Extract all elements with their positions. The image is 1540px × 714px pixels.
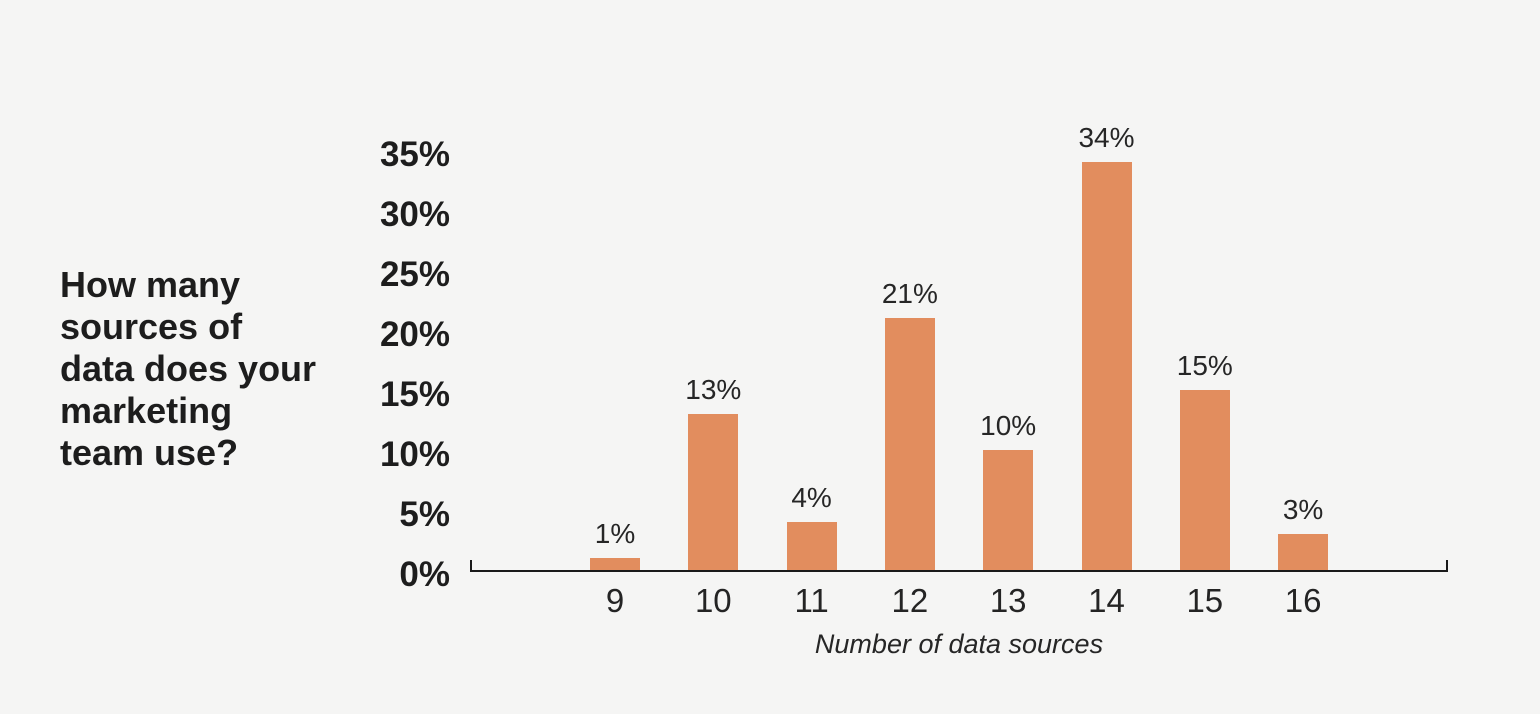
x-tick-label: 16	[1284, 582, 1322, 619]
bar-value-label: 34%	[1078, 122, 1135, 153]
y-tick-label: 30%	[379, 195, 450, 234]
x-tick-label: 11	[794, 582, 829, 619]
y-tick-label: 5%	[399, 495, 450, 534]
x-tick-label: 9	[605, 582, 625, 619]
bar	[1278, 534, 1329, 570]
y-tick-label: 0%	[399, 555, 450, 594]
bar	[590, 558, 640, 570]
bar	[688, 414, 739, 570]
x-tick-label: 13	[989, 582, 1027, 619]
bar	[1179, 390, 1230, 570]
bar	[983, 450, 1034, 570]
axis-end-tick-right	[1446, 560, 1448, 570]
bar	[786, 522, 837, 570]
y-tick-label: 20%	[379, 315, 450, 354]
bar-value-label: 3%	[1282, 494, 1324, 525]
axis-end-tick-left	[470, 560, 472, 570]
bar-value-label: 15%	[1176, 350, 1233, 381]
x-tick-label: 15	[1186, 582, 1224, 619]
bar	[1081, 162, 1132, 570]
bar	[884, 318, 935, 570]
chart-title: How many sources of data does your marke…	[60, 264, 317, 473]
y-tick-label: 10%	[379, 435, 450, 474]
bar-value-label: 13%	[685, 374, 742, 405]
x-tick-label: 10	[694, 582, 732, 619]
bar-value-label: 4%	[791, 482, 832, 513]
bar-value-label: 1%	[594, 518, 636, 549]
x-tick-label: 12	[891, 582, 929, 619]
y-tick-label: 25%	[379, 255, 450, 294]
bar-value-label: 21%	[881, 278, 938, 309]
x-tick-label: 14	[1088, 582, 1125, 619]
plot-area: 1% 9 13% 10 4% 11 21% 12 10% 13 34% 14 15% 15 3% 16	[470, 122, 1448, 619]
x-axis-title: Number of data sources	[814, 629, 1104, 659]
y-tick-label: 15%	[379, 375, 450, 414]
bar-value-label: 10%	[980, 410, 1037, 441]
y-tick-label: 35%	[379, 135, 450, 174]
y-axis: 35% 30% 25% 20% 15% 10% 5% 0%	[280, 0, 450, 714]
